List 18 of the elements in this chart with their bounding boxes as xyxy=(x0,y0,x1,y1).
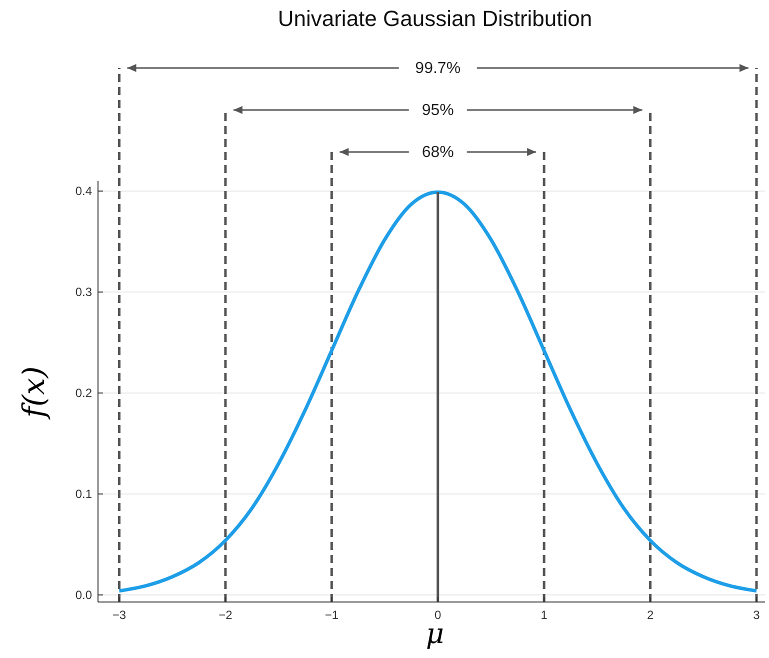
y-tick-label: 0.0 xyxy=(75,588,92,602)
y-tick-label: 0.1 xyxy=(75,486,92,501)
chart-title: Univariate Gaussian Distribution xyxy=(278,6,592,31)
y-tick-label: 0.4 xyxy=(75,184,92,198)
x-tick-label: −3 xyxy=(112,608,126,622)
x-tick-label: 1 xyxy=(540,608,548,622)
text: 68% xyxy=(422,144,454,161)
text: 99.7% xyxy=(415,60,461,77)
x-tick-label: 3 xyxy=(753,608,760,622)
x-tick-label: 0 xyxy=(434,608,442,622)
text: 95% xyxy=(422,102,454,119)
x-tick-label: −2 xyxy=(218,608,233,622)
x-tick-label: −1 xyxy=(324,608,339,622)
line-series xyxy=(117,190,758,593)
y-axis-title: f(x) xyxy=(17,366,52,420)
y-tick-label: 0.3 xyxy=(75,285,92,300)
x-tick-label: 2 xyxy=(646,608,654,622)
y-tick-label: 0.2 xyxy=(75,386,92,400)
